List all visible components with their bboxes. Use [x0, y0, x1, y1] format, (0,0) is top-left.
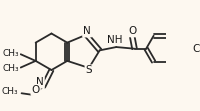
Text: N: N	[83, 26, 91, 36]
Text: S: S	[86, 65, 92, 75]
Text: O: O	[32, 85, 40, 95]
Text: Cl: Cl	[192, 44, 200, 54]
Text: O: O	[129, 26, 137, 36]
Text: CH₃: CH₃	[2, 49, 19, 58]
Text: N: N	[36, 77, 44, 87]
Text: CH₃: CH₃	[2, 64, 19, 73]
Text: CH₃: CH₃	[2, 87, 18, 96]
Text: NH: NH	[107, 35, 122, 45]
